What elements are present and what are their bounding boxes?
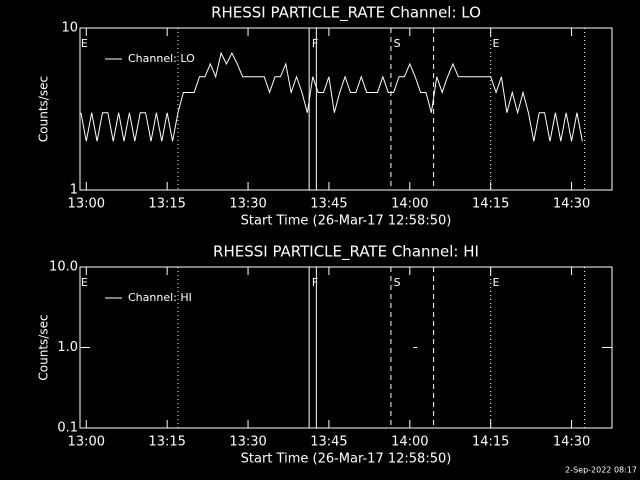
- x-tick-label: 13:30: [229, 435, 266, 450]
- x-tick-label: 13:30: [229, 197, 266, 212]
- legend-label: Channel: HI: [128, 291, 192, 304]
- x-tick-label: 13:15: [148, 435, 185, 450]
- y-tick-label: 1: [70, 183, 78, 198]
- x-tick-label: 13:00: [68, 197, 105, 212]
- x-tick-label: 14:30: [553, 197, 590, 212]
- x-tick-label: 13:00: [68, 435, 105, 450]
- x-tick-label: 13:45: [310, 435, 347, 450]
- x-tick-label: 13:45: [310, 197, 347, 212]
- y-axis-label: Counts/sec: [37, 314, 51, 380]
- x-tick-label: 14:15: [472, 435, 509, 450]
- x-axis-label: Start Time (26-Mar-17 12:58:50): [241, 214, 452, 229]
- footer: 2-Sep-2022 08:17: [565, 466, 637, 475]
- event-label: E: [492, 37, 499, 50]
- y-tick-label: 0.1: [57, 421, 78, 436]
- y-axis-label: Counts/sec: [37, 76, 51, 142]
- event-label: E: [81, 276, 88, 289]
- legend-label: Channel: LO: [128, 52, 195, 65]
- event-label: F: [312, 276, 318, 289]
- event-label: E: [492, 276, 499, 289]
- x-tick-label: 14:00: [391, 197, 428, 212]
- chart-title: RHESSI PARTICLE_RATE Channel: LO: [211, 4, 481, 23]
- chart-title: RHESSI PARTICLE_RATE Channel: HI: [213, 243, 479, 262]
- x-tick-label: 13:15: [148, 197, 185, 212]
- x-axis-label: Start Time (26-Mar-17 12:58:50): [241, 452, 452, 467]
- data-line: [80, 51, 583, 142]
- plot-frame: [79, 27, 613, 191]
- event-label: S: [394, 276, 401, 289]
- event-label: E: [81, 37, 88, 50]
- y-tick-label: 1.0: [57, 340, 78, 355]
- event-label: S: [394, 37, 401, 50]
- event-label: F: [312, 37, 318, 50]
- x-tick-label: 14:00: [391, 435, 428, 450]
- y-tick-label: 10.0: [49, 260, 78, 275]
- x-tick-label: 14:15: [472, 197, 509, 212]
- y-tick-label: 10: [61, 21, 78, 36]
- x-tick-label: 14:30: [553, 435, 590, 450]
